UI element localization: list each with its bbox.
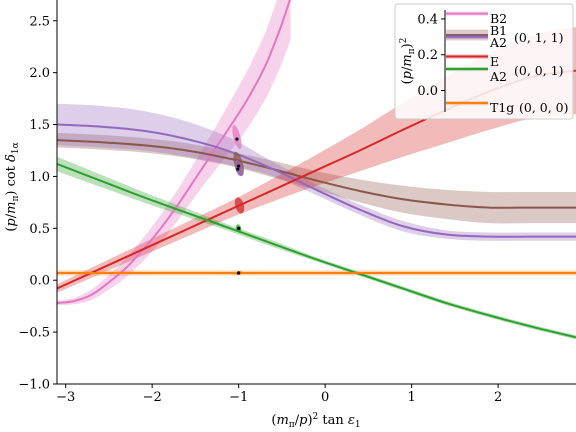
y-tick-label: −1.0 bbox=[18, 378, 50, 393]
error-ellipse-0 bbox=[232, 124, 242, 150]
x-axis-title: (mπ/p)2 tan ε1 bbox=[271, 412, 360, 430]
x-tick-label: −1 bbox=[229, 390, 248, 405]
y-tick-label: 2.5 bbox=[29, 14, 50, 29]
x-tick-label: 0 bbox=[321, 390, 329, 405]
data-point-3 bbox=[237, 226, 241, 230]
y-tick-label: 1.0 bbox=[29, 170, 50, 185]
legend-box bbox=[394, 3, 574, 120]
line-a2-4 bbox=[57, 163, 576, 339]
legend-label-a2: A2 bbox=[489, 35, 507, 50]
legend-group-label: (0, 0, 1) bbox=[514, 63, 564, 78]
x-tick-label: −2 bbox=[143, 390, 162, 405]
line-layer bbox=[57, 0, 576, 339]
legend-group-label: (0, 0, 0) bbox=[519, 100, 569, 115]
inset-tick-label: 0.0 bbox=[417, 84, 438, 99]
y-tick-label: 2.0 bbox=[29, 66, 50, 81]
data-point-2 bbox=[236, 167, 240, 171]
y-tick-label: 1.5 bbox=[29, 118, 50, 133]
data-point-1 bbox=[237, 164, 241, 168]
error-ellipse-3 bbox=[234, 197, 245, 214]
x-tick-label: −3 bbox=[56, 390, 75, 405]
x-tick-label: 2 bbox=[494, 390, 502, 405]
x-tick-label: 1 bbox=[408, 390, 416, 405]
band-b2-0 bbox=[57, 0, 291, 306]
line-b1-1 bbox=[57, 139, 576, 209]
y-tick-label: 0.5 bbox=[29, 222, 50, 237]
marker-layer bbox=[232, 124, 245, 276]
line-a2-2 bbox=[57, 123, 576, 238]
legend-label-b1: B1 bbox=[490, 23, 507, 38]
data-point-4 bbox=[237, 271, 241, 275]
y-tick-label: 0.0 bbox=[29, 274, 50, 289]
data-point-0 bbox=[235, 137, 239, 141]
legend-label-b2: B2 bbox=[490, 11, 507, 26]
legend-label-a2: A2 bbox=[489, 69, 507, 84]
legend-label-e: E bbox=[490, 54, 499, 69]
y-tick-label: −0.5 bbox=[18, 326, 50, 341]
inset-tick-label: 0.4 bbox=[417, 12, 438, 27]
band-b1-1 bbox=[57, 132, 576, 224]
inset-tick-label: 0.2 bbox=[417, 48, 438, 63]
inset-y-label: (p/mπ)2 bbox=[399, 38, 417, 85]
y-axis-title: (p/mπ) cot δ1α bbox=[4, 142, 21, 231]
legend-label-t1g: T1g bbox=[490, 100, 514, 115]
legend-group-label: (0, 1, 1) bbox=[514, 30, 564, 45]
line-b2-0 bbox=[57, 0, 291, 305]
axes: −3 −2 −1 0 1 2 −1.0 −0.5 0.0 0.5 1.0 1.5 2.0 2.5 bbox=[18, 0, 576, 405]
